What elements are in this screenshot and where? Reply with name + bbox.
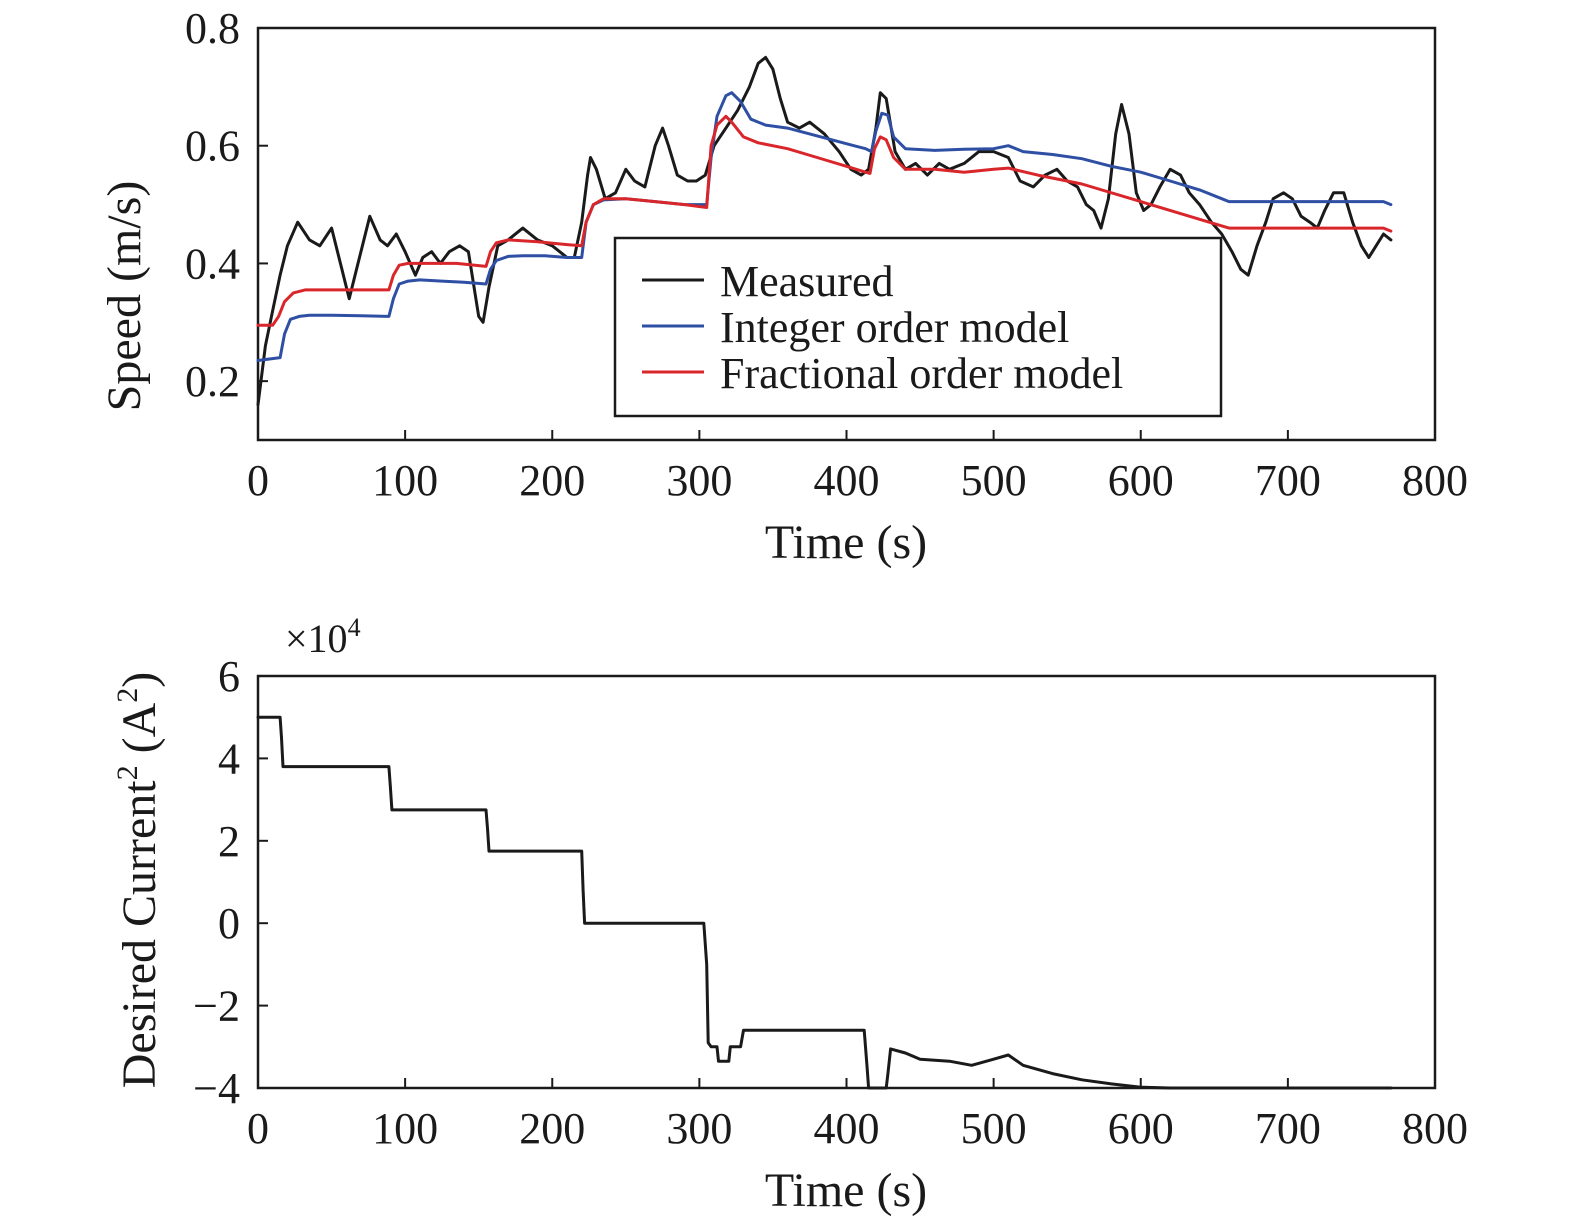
current-y-tick-label: 6 [218,652,240,701]
current-y-tick-label: −2 [193,982,240,1031]
speed-x-tick-label: 700 [1255,456,1321,505]
speed-y-ticks: 0.2 0.4 0.6 0.8 [185,4,268,406]
current-x-tick-label: 700 [1255,1104,1321,1153]
current-x-ticks: 0 100 200 300 400 500 600 700 800 [247,1078,1468,1153]
speed-series [256,55,1393,407]
speed-chart: 0 100 200 300 400 500 600 700 800 0.2 0.4 0.6 0.8 T… [98,4,1468,569]
speed-x-tick-label: 300 [666,456,732,505]
series-line-current-0 [256,715,1393,1090]
current-x-tick-label: 300 [666,1104,732,1153]
legend-label: Measured [720,257,894,306]
current-x-axis-label: Time (s) [765,1164,927,1217]
legend-box [613,236,1223,418]
speed-y-tick-label: 0.6 [185,122,240,171]
current-y-tick-label: 0 [218,899,240,948]
speed-y-tick-label: 0.2 [185,357,240,406]
current-x-tick-label: 800 [1402,1104,1468,1153]
speed-y-tick-label: 0.4 [185,239,240,288]
speed-x-ticks: 0 100 200 300 400 500 600 700 800 [247,430,1468,505]
current-y-tick-label: −4 [193,1064,240,1113]
speed-y-axis-label: Speed (m/s) [98,181,151,412]
current-x-tick-label: 0 [247,1104,269,1153]
current-series [256,715,1393,1090]
legend-label: Fractional order model [720,349,1123,398]
current-x-tick-label: 500 [961,1104,1027,1153]
current-x-tick-label: 600 [1108,1104,1174,1153]
current-y-tick-label: 2 [218,817,240,866]
speed-x-tick-label: 100 [372,456,438,505]
speed-x-axis-label: Time (s) [765,516,927,569]
current-y-tick-label: 4 [218,734,240,783]
current-y-ticks: −4 −2 0 2 4 6 [193,652,268,1113]
current-x-tick-label: 400 [814,1104,880,1153]
current-plot-frame [256,674,1437,1090]
speed-x-tick-label: 0 [247,456,269,505]
speed-y-tick-label: 0.8 [185,4,240,53]
current-x-tick-label: 100 [372,1104,438,1153]
series-line-measured [256,55,1393,407]
speed-x-tick-label: 200 [519,456,585,505]
speed-x-tick-label: 800 [1402,456,1468,505]
speed-x-tick-label: 400 [814,456,880,505]
current-y-axis-label: Desired Current2 (A2) [111,672,166,1089]
y-multiplier: ×104 [285,613,361,661]
series-line-integer-order-model [256,91,1393,362]
speed-x-tick-label: 500 [961,456,1027,505]
legend-label: Integer order model [720,303,1069,352]
speed-x-tick-label: 600 [1108,456,1174,505]
series-line-fractional-order-model [256,114,1393,327]
current-x-tick-label: 200 [519,1104,585,1153]
current-chart: ×104 0 100 200 300 400 500 600 700 800 −4−20246 … [111,613,1468,1217]
